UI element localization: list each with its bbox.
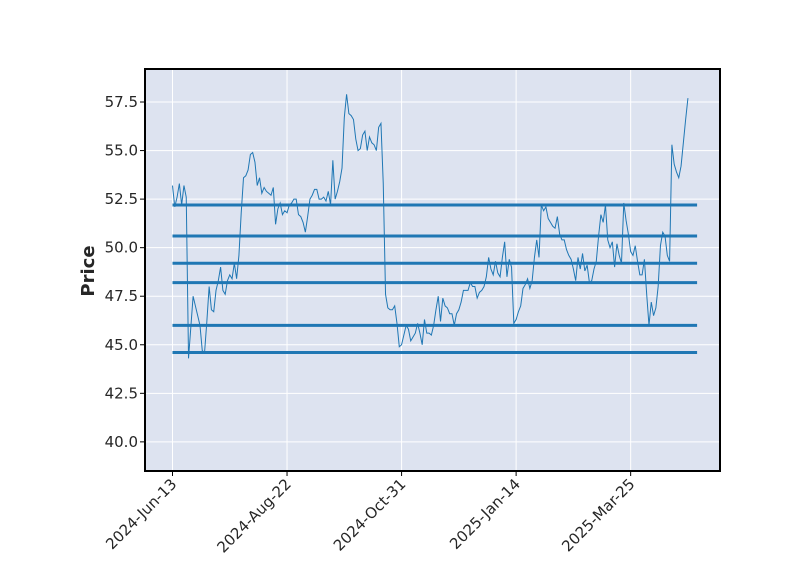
- y-tick-label: 47.5: [105, 287, 138, 305]
- y-tick-label: 45.0: [105, 336, 138, 354]
- y-tick-label: 50.0: [105, 239, 138, 257]
- x-axis: 2024-Jun-13 2024-Aug-22 2024-Oct-31 2025-Ja…: [102, 471, 638, 556]
- y-tick-label: 42.5: [105, 384, 138, 402]
- horizontal-lines: [172, 203, 698, 355]
- price-line: [171, 94, 689, 359]
- y-tick-label: 55.0: [105, 142, 138, 160]
- y-tick-label: 52.5: [105, 190, 138, 208]
- grid: [145, 69, 720, 471]
- x-tick-label: 2024-Aug-22: [214, 475, 295, 556]
- x-tick-label: 2025-Jan-14: [446, 475, 524, 553]
- plot-frame: [144, 68, 721, 472]
- x-tick-label: 2024-Jun-13: [102, 475, 180, 553]
- y-tick-label: 40.0: [105, 433, 138, 451]
- plot-background: [145, 69, 720, 471]
- x-tick-label: 2024-Oct-31: [330, 475, 410, 555]
- y-tick-label: 57.5: [105, 93, 138, 111]
- y-axis: 40.0 42.5 45.0 47.5 50.0 52.5 55.0 57.5: [105, 93, 145, 451]
- x-tick-label: 2025-Mar-25: [558, 475, 638, 555]
- y-axis-label: Price: [78, 245, 99, 296]
